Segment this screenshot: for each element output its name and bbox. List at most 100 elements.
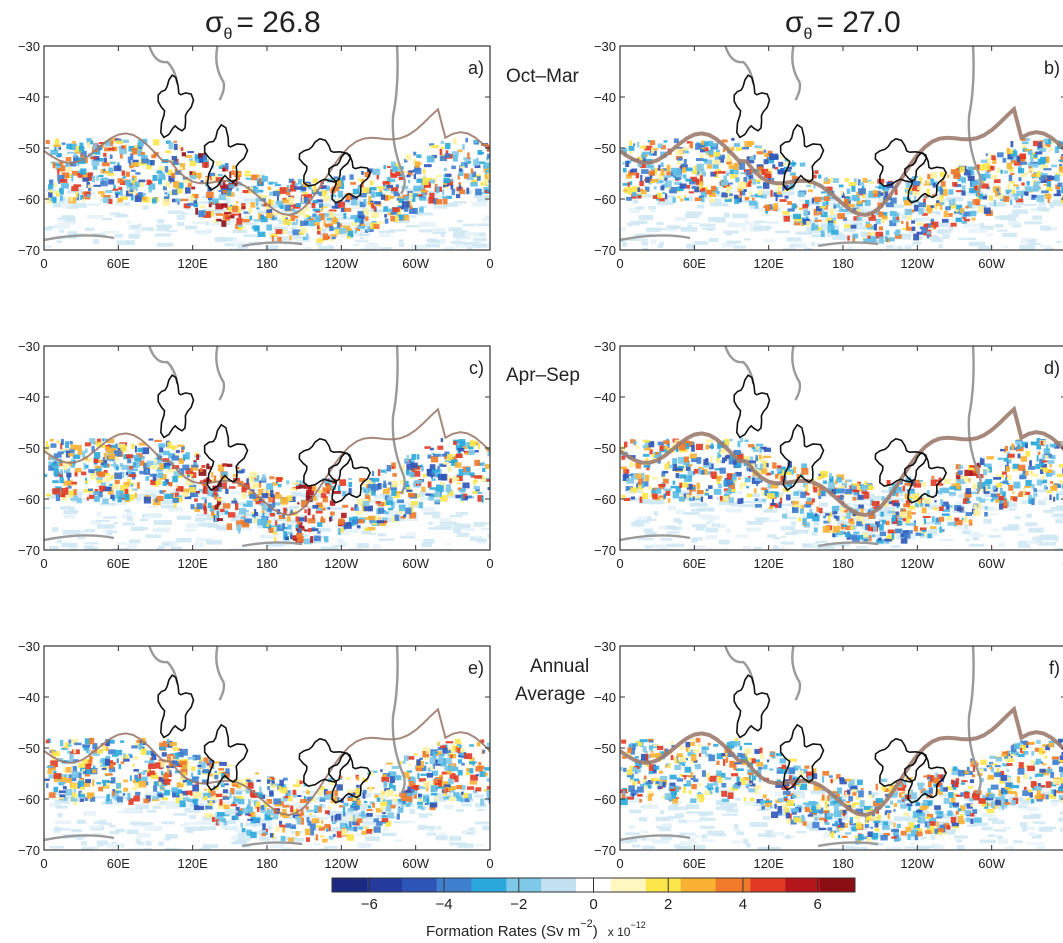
formation-cell xyxy=(763,447,772,452)
texture-cell xyxy=(968,241,986,247)
texture-cell xyxy=(931,193,948,197)
front-line xyxy=(620,405,1063,518)
texture-cell xyxy=(126,240,135,246)
texture-cell xyxy=(418,793,431,798)
formation-cell xyxy=(1007,474,1012,481)
formation-cell xyxy=(198,210,205,218)
formation-cell xyxy=(657,192,663,199)
formation-cell xyxy=(936,200,940,204)
x-tick-label: 120E xyxy=(753,556,784,571)
texture-cell xyxy=(473,232,486,237)
formation-cell xyxy=(215,177,224,182)
formation-cell xyxy=(362,500,370,507)
formation-cell xyxy=(926,208,932,214)
texture-cell xyxy=(697,507,715,512)
texture-cell xyxy=(282,847,292,850)
formation-cell xyxy=(96,438,101,444)
formation-cell xyxy=(780,466,786,473)
formation-cell xyxy=(187,182,192,187)
texture-cell xyxy=(196,201,209,204)
formation-cell xyxy=(301,500,308,508)
formation-cell xyxy=(422,175,427,178)
texture-cell xyxy=(361,530,372,535)
formation-cell xyxy=(368,226,374,233)
formation-cell xyxy=(204,499,207,504)
formation-cell xyxy=(704,192,708,198)
formation-cell xyxy=(1044,138,1052,145)
formation-cell xyxy=(137,447,144,453)
formation-cell xyxy=(787,465,791,472)
formation-cell xyxy=(157,472,164,478)
x-tick-label: 0 xyxy=(40,556,47,571)
formation-cell xyxy=(843,199,849,206)
texture-cell xyxy=(660,537,673,541)
texture-cell xyxy=(898,246,903,249)
formation-cell xyxy=(168,142,174,150)
formation-cell xyxy=(690,176,698,182)
texture-cell xyxy=(1012,222,1021,228)
formation-cell xyxy=(700,470,705,475)
texture-cell xyxy=(419,229,432,233)
formation-cell xyxy=(777,169,786,175)
formation-cell xyxy=(269,191,275,196)
formation-cell xyxy=(752,449,759,452)
formation-cell xyxy=(364,527,370,532)
texture-cell xyxy=(136,496,141,501)
formation-cell xyxy=(847,235,850,241)
formation-cell xyxy=(1025,479,1032,487)
texture-cell xyxy=(664,195,676,199)
formation-cell xyxy=(93,184,102,187)
texture-cell xyxy=(44,226,52,231)
texture-cell xyxy=(896,213,907,217)
formation-cell xyxy=(957,470,963,475)
texture-cell xyxy=(76,529,86,535)
formation-cell xyxy=(885,202,894,208)
formation-cell xyxy=(640,145,647,149)
formation-cell xyxy=(73,488,77,496)
texture-cell xyxy=(353,243,360,247)
panel-label: d) xyxy=(1044,358,1060,378)
formation-cell xyxy=(1003,499,1008,507)
formation-cell xyxy=(430,494,437,497)
formation-cell xyxy=(120,485,128,492)
texture-cell xyxy=(126,512,137,515)
formation-cell xyxy=(452,475,456,482)
formation-cell xyxy=(733,194,739,200)
formation-cell xyxy=(127,156,132,164)
formation-cell xyxy=(695,143,702,150)
formation-cell xyxy=(723,184,730,188)
formation-cell xyxy=(428,494,435,501)
formation-cell xyxy=(705,439,714,443)
formation-cell xyxy=(1043,168,1052,171)
formation-cell xyxy=(182,177,191,184)
formation-cell xyxy=(60,442,63,450)
formation-cell xyxy=(1025,443,1028,449)
texture-cell xyxy=(753,226,770,231)
formation-cell xyxy=(442,189,445,196)
formation-cell xyxy=(979,498,986,503)
formation-cell xyxy=(789,172,796,176)
formation-cell xyxy=(770,483,779,489)
formation-cell xyxy=(968,477,971,483)
formation-cell xyxy=(236,466,240,469)
texture-cell xyxy=(184,528,197,533)
formation-cell xyxy=(367,526,376,531)
formation-cell xyxy=(1021,441,1029,448)
formation-cell xyxy=(106,477,113,481)
formation-cell xyxy=(58,147,62,150)
formation-cell xyxy=(400,166,404,170)
formation-cell xyxy=(291,536,298,540)
formation-cell xyxy=(165,150,172,154)
formation-cell xyxy=(853,492,858,495)
formation-cell xyxy=(705,444,710,450)
texture-cell xyxy=(196,513,210,517)
formation-cell xyxy=(256,207,260,210)
formation-cell xyxy=(624,187,632,194)
formation-cell xyxy=(442,184,449,188)
formation-cell xyxy=(1025,191,1029,196)
formation-cell xyxy=(975,184,981,192)
texture-cell xyxy=(85,529,95,533)
texture-cell xyxy=(67,231,78,236)
texture-cell xyxy=(114,202,131,207)
texture-cell xyxy=(729,502,742,507)
